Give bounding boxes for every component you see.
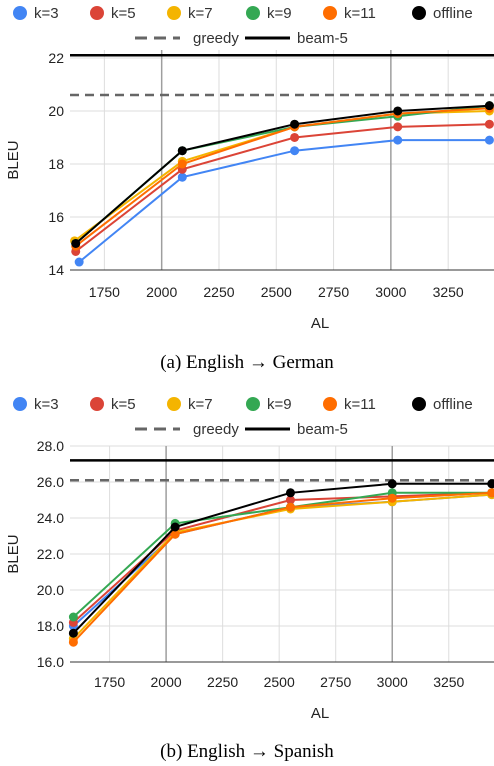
legend-label-greedy: greedy — [193, 421, 239, 438]
data-point-k=11 — [487, 488, 494, 498]
y-tick-label: 28.0 — [37, 438, 64, 454]
legend-label-offline: offline — [433, 5, 473, 22]
legend-marker-k=11 — [323, 6, 337, 20]
y-tick-label: 22 — [48, 50, 64, 66]
data-point-k=5 — [484, 119, 494, 129]
y-tick-label: 20 — [48, 103, 64, 119]
y-tick-label: 16.0 — [37, 654, 64, 670]
y-tick-label: 26.0 — [37, 474, 64, 490]
y-tick-label: 14 — [48, 262, 64, 278]
y-tick-label: 20.0 — [37, 582, 64, 598]
series-line-k=5 — [72, 491, 492, 624]
x-tick-label: 2250 — [203, 284, 234, 300]
y-axis-label: BLEU — [5, 140, 22, 179]
x-tick-label: 2500 — [261, 284, 292, 300]
data-point-offline — [71, 238, 81, 248]
legend-marker-k=7 — [167, 6, 181, 20]
y-tick-label: 16 — [48, 209, 64, 225]
legend-label-k=11: k=11 — [344, 396, 376, 413]
data-point-offline — [68, 628, 78, 638]
legend-marker-k=9 — [246, 6, 260, 20]
legend-label-k=11: k=11 — [344, 5, 376, 22]
x-tick-label: 2500 — [264, 674, 295, 690]
legend-label-k=9: k=9 — [267, 5, 292, 22]
chart-caption: (a) English → German — [160, 352, 334, 373]
y-axis-label: BLEU — [5, 534, 22, 573]
data-point-k=11 — [68, 637, 78, 647]
data-point-k=3 — [177, 172, 187, 182]
data-point-offline — [285, 488, 295, 498]
data-point-offline — [170, 522, 180, 532]
data-point-k=3 — [393, 135, 403, 145]
data-point-k=9 — [68, 612, 78, 622]
legend-label-k=5: k=5 — [111, 396, 136, 413]
chart-1: k=3 k=5 k=7 k=9 k=11 offline greedy beam-5 14 16 1… — [5, 5, 494, 373]
x-tick-label: 1750 — [94, 674, 125, 690]
data-point-k=5 — [290, 132, 300, 142]
legend-marker-k=5 — [90, 6, 104, 20]
x-tick-label: 2000 — [146, 284, 177, 300]
legend-marker-k=3 — [13, 397, 27, 411]
legend-label-k=3: k=3 — [34, 396, 59, 413]
y-tick-label: 22.0 — [37, 546, 64, 562]
data-point-k=11 — [387, 493, 397, 503]
data-point-offline — [393, 106, 403, 116]
legend-label-k=5: k=5 — [111, 5, 136, 22]
x-tick-label: 3000 — [377, 674, 408, 690]
x-tick-label: 2750 — [318, 284, 349, 300]
x-tick-label: 3250 — [433, 284, 464, 300]
data-point-offline — [387, 479, 397, 489]
legend-label-beam-5: beam-5 — [297, 30, 348, 47]
legend-marker-k=9 — [246, 397, 260, 411]
legend-label-greedy: greedy — [193, 30, 239, 47]
chart-2: k=3 k=5 k=7 k=9 k=11 offline greedy beam-5 16.0 1… — [5, 396, 494, 762]
legend-marker-offline — [412, 6, 426, 20]
x-tick-label: 2000 — [151, 674, 182, 690]
x-axis-label: AL — [311, 315, 329, 332]
data-point-k=3 — [74, 257, 84, 267]
x-tick-label: 3250 — [433, 674, 464, 690]
y-tick-label: 18.0 — [37, 618, 64, 634]
x-tick-label: 3000 — [375, 284, 406, 300]
data-point-k=11 — [285, 502, 295, 512]
x-axis-label: AL — [311, 705, 329, 722]
data-point-k=11 — [177, 159, 187, 169]
x-tick-label: 2250 — [207, 674, 238, 690]
legend-label-k=7: k=7 — [188, 396, 213, 413]
data-point-k=5 — [285, 495, 295, 505]
legend-marker-k=5 — [90, 397, 104, 411]
legend-label-beam-5: beam-5 — [297, 421, 348, 438]
data-point-k=5 — [393, 122, 403, 132]
y-tick-label: 18 — [48, 156, 64, 172]
data-point-offline — [290, 119, 300, 129]
legend-label-k=9: k=9 — [267, 396, 292, 413]
legend-marker-offline — [412, 397, 426, 411]
x-tick-label: 1750 — [89, 284, 120, 300]
chart-caption: (b) English → Spanish — [160, 741, 334, 762]
legend-label-k=7: k=7 — [188, 5, 213, 22]
legend-marker-k=3 — [13, 6, 27, 20]
data-point-k=3 — [484, 135, 494, 145]
data-point-offline — [484, 101, 494, 111]
y-tick-label: 24.0 — [37, 510, 64, 526]
data-point-k=11 — [170, 529, 180, 539]
legend-marker-k=7 — [167, 397, 181, 411]
legend-marker-k=11 — [323, 397, 337, 411]
legend-label-k=3: k=3 — [34, 5, 59, 22]
x-tick-label: 2750 — [320, 674, 351, 690]
legend-label-offline: offline — [433, 396, 473, 413]
data-point-k=3 — [290, 146, 300, 156]
data-point-offline — [177, 146, 187, 156]
series-line-k=5 — [75, 123, 490, 253]
data-point-offline — [487, 479, 494, 489]
